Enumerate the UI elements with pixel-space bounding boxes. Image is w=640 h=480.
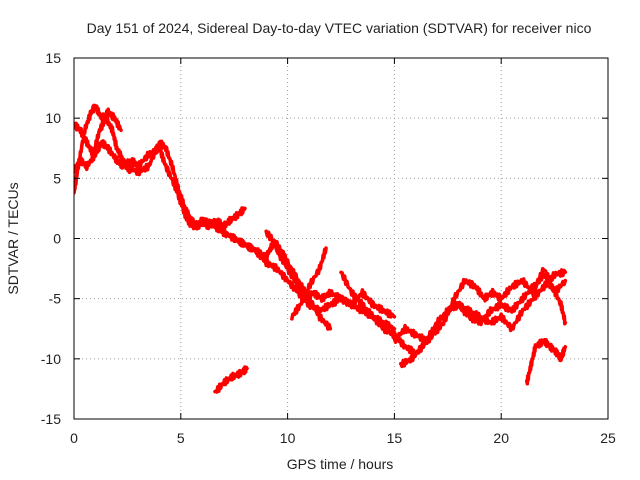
series-arc-7: [275, 249, 397, 319]
series-arc-8: [290, 246, 328, 321]
x-tick-label: 15: [387, 430, 403, 446]
y-tick-label: 5: [53, 170, 61, 186]
x-tick-label: 20: [493, 430, 509, 446]
x-tick-label: 10: [280, 430, 296, 446]
series-arc-12: [456, 268, 568, 333]
series-arc-1: [74, 139, 247, 231]
x-tick-label: 0: [70, 430, 78, 446]
y-tick-label: 15: [45, 50, 61, 66]
series-arc-14: [213, 365, 249, 394]
series-arc-6: [264, 229, 333, 331]
x-tick-label: 25: [600, 430, 616, 446]
series-arc-2: [74, 103, 123, 195]
series-arc-5: [232, 233, 418, 356]
x-axis-label: GPS time / hours: [287, 456, 394, 472]
grid: [74, 58, 608, 419]
series-arc-10: [392, 272, 568, 344]
y-axis-label: SDTVAR / TECUs: [5, 182, 21, 294]
y-tick-label: 0: [53, 231, 61, 247]
y-tick-label: -10: [41, 351, 61, 367]
chart-title: Day 151 of 2024, Sidereal Day-to-day VTE…: [87, 20, 592, 36]
x-tick-label: 5: [177, 430, 185, 446]
y-tick-label: 10: [45, 110, 61, 126]
series-arc-3: [74, 113, 132, 175]
series-arc-13: [525, 338, 568, 386]
series-arc-11: [399, 267, 568, 369]
axis-ticks: 0 5 10 15 20 25 15 10 5 0 -5 -10 -15: [41, 50, 616, 446]
series-arc-9: [339, 270, 397, 332]
data-series: [74, 103, 568, 394]
y-tick-label: -5: [49, 291, 62, 307]
series-arc-4: [125, 139, 290, 265]
y-tick-label: -15: [41, 411, 61, 427]
